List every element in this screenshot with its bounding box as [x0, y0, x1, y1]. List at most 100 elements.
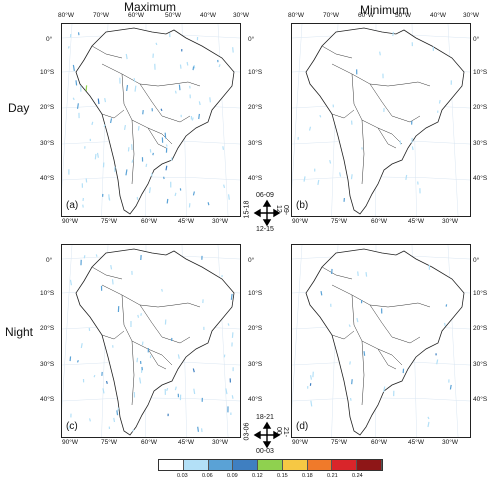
compass-top-label: 18-21	[256, 414, 274, 421]
lon-tick-bottom: 45°W	[178, 439, 194, 446]
compass-day: 06-09 12-15 15-18 09-12	[243, 190, 290, 236]
lon-tick-top: 80°W	[58, 12, 74, 19]
compass-arrows-icon	[253, 421, 281, 449]
lon-tick-bottom: 60°W	[141, 218, 157, 225]
lat-tick: 30°S	[40, 361, 55, 368]
lon-tick-top: 30°W	[233, 12, 249, 19]
lon-tick-bottom: 90°W	[292, 218, 308, 225]
lat-tick: 0°	[248, 36, 255, 43]
colorbar-swatch	[307, 460, 333, 470]
lon-tick-bottom: 75°W	[331, 218, 347, 225]
lon-tick-bottom: 60°W	[141, 439, 157, 446]
colorbar-swatch	[332, 460, 358, 470]
colorbar-swatch	[183, 460, 209, 470]
colorbar-label: 0.24	[352, 473, 363, 479]
lat-tick: 40°S	[40, 175, 55, 182]
lat-tick: 10°S	[40, 69, 55, 76]
lat-tick: 10°S	[248, 290, 263, 297]
lon-tick-top: 40°W	[430, 12, 446, 19]
map-panel-d: (d)	[291, 244, 471, 438]
lon-tick-top: 30°W	[463, 12, 479, 19]
lat-tick: 30°S	[473, 361, 488, 368]
lat-tick: 40°S	[40, 396, 55, 403]
compass-bottom-label: 00-03	[256, 448, 274, 455]
lon-tick-bottom: 60°W	[371, 218, 387, 225]
lat-tick: 20°S	[248, 325, 263, 332]
lon-tick-top: 80°W	[288, 12, 304, 19]
lat-tick: 0°	[248, 257, 255, 264]
colorbar-swatch	[282, 460, 308, 470]
map-c	[62, 245, 240, 437]
lat-tick: 20°S	[40, 325, 55, 332]
lon-tick-bottom: 30°W	[212, 218, 228, 225]
colorbar-swatch	[159, 460, 184, 470]
column-title-maximum: Maximum	[124, 0, 177, 14]
lat-tick: 30°S	[248, 140, 263, 147]
lon-tick-bottom: 75°W	[331, 439, 347, 446]
panel-label: (d)	[296, 421, 309, 432]
lon-tick-bottom: 30°W	[442, 218, 458, 225]
lon-tick-top: 50°W	[395, 12, 411, 19]
lat-tick: 0°	[46, 257, 53, 264]
lat-tick: 20°S	[40, 104, 55, 111]
compass-night: 18-21 00-03 03-06 21-00	[243, 412, 290, 458]
lat-tick: 0°	[473, 36, 480, 43]
lat-tick: 40°S	[248, 175, 263, 182]
lon-tick-bottom: 90°W	[292, 439, 308, 446]
lon-tick-top: 70°W	[93, 12, 109, 19]
lon-tick-bottom: 60°W	[371, 439, 387, 446]
lat-tick: 30°S	[248, 361, 263, 368]
lat-tick: 10°S	[40, 290, 55, 297]
colorbar-label: 0.03	[177, 473, 188, 479]
colorbar-label: 0.06	[202, 473, 213, 479]
map-panel-b: (b)	[291, 23, 471, 217]
lat-tick: 10°S	[248, 69, 263, 76]
lat-tick: 20°S	[473, 325, 488, 332]
map-d	[292, 245, 470, 437]
lon-tick-top: 70°W	[323, 12, 339, 19]
lat-tick: 40°S	[473, 175, 488, 182]
colorbar-label: 0.09	[227, 473, 238, 479]
lon-tick-bottom: 45°W	[178, 218, 194, 225]
lon-tick-top: 60°W	[358, 12, 374, 19]
lat-tick: 10°S	[473, 69, 488, 76]
compass-arrows-icon	[253, 199, 281, 227]
lon-tick-top: 50°W	[165, 12, 181, 19]
colorbar-swatch	[208, 460, 234, 470]
lon-tick-bottom: 30°W	[212, 439, 228, 446]
map-b	[292, 24, 470, 216]
lon-tick-bottom: 45°W	[408, 218, 424, 225]
lat-tick: 40°S	[473, 396, 488, 403]
panel-label: (c)	[66, 421, 78, 432]
lat-tick: 30°S	[473, 140, 488, 147]
colorbar-label: 0.18	[302, 473, 313, 479]
lon-tick-bottom: 90°W	[62, 439, 78, 446]
lat-tick: 40°S	[248, 396, 263, 403]
colorbar-label: 0.15	[277, 473, 288, 479]
colorbar-swatch	[357, 460, 383, 470]
map-panel-a: (a)	[61, 23, 241, 217]
lat-tick: 20°S	[473, 104, 488, 111]
colorbar-swatch	[233, 460, 259, 470]
map-a	[62, 24, 240, 216]
lon-tick-bottom: 90°W	[62, 218, 78, 225]
row-title-night: Night	[5, 325, 34, 339]
row-title-day: Day	[8, 101, 30, 115]
lon-tick-bottom: 75°W	[101, 439, 117, 446]
compass-top-label: 06-09	[256, 192, 274, 199]
lat-tick: 30°S	[40, 140, 55, 147]
compass-bottom-label: 12-15	[256, 226, 274, 233]
column-title-minimum: Minimum	[360, 3, 409, 17]
lon-tick-top: 60°W	[128, 12, 144, 19]
lon-tick-top: 40°W	[200, 12, 216, 19]
colorbar-label: 0.12	[252, 473, 263, 479]
panel-label: (b)	[296, 200, 309, 211]
colorbar-swatch	[258, 460, 283, 470]
lat-tick: 20°S	[248, 104, 263, 111]
lon-tick-bottom: 30°W	[442, 439, 458, 446]
lon-tick-bottom: 75°W	[101, 218, 117, 225]
lat-tick: 0°	[46, 36, 53, 43]
colorbar: 0.03 0.06 0.09 0.12 0.15 0.18 0.21 0.24	[158, 459, 383, 481]
lat-tick: 10°S	[473, 290, 488, 297]
colorbar-label: 0.21	[327, 473, 338, 479]
